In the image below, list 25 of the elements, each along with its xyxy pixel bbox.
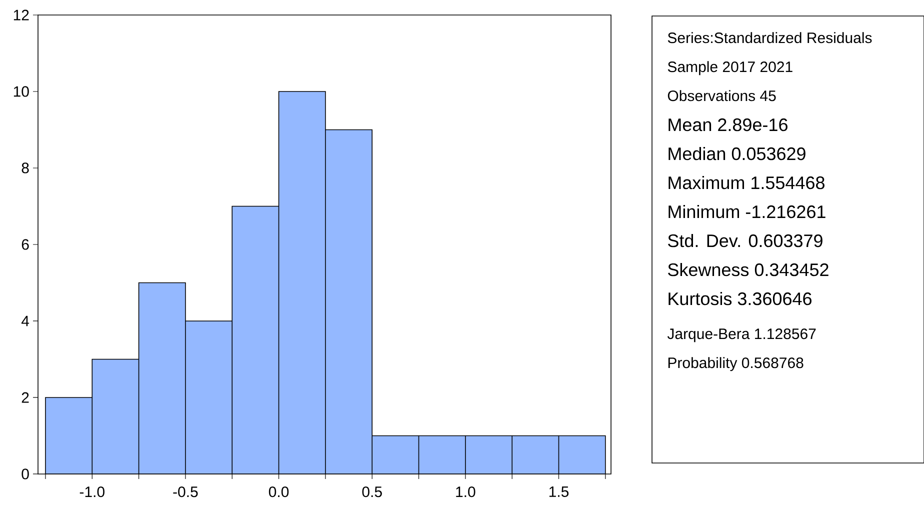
text: Mean 2.89e-16: [668, 118, 788, 132]
y-tick-label: 4: [21, 316, 30, 326]
text: Sample 2017 2021: [668, 61, 792, 76]
text: Probability 0.568768: [668, 357, 804, 372]
y-tick-label: 6: [22, 239, 29, 250]
y-tick-label: 2: [22, 392, 29, 403]
y-tick-label: 0: [22, 468, 29, 480]
x-tick-label: 0.5: [362, 486, 382, 498]
x-tick-label: 0.0: [268, 486, 289, 498]
x-tick-label: 1.5: [549, 486, 569, 497]
x-tick-label: 1.0: [456, 486, 476, 498]
y-tick-label: 12: [14, 10, 29, 20]
x-tick-label: -1.0: [80, 486, 104, 498]
text: Maximum 1.554468: [668, 176, 824, 190]
text: Std. Dev. 0.603379: [668, 234, 822, 248]
x-tick-label: -0.5: [173, 486, 198, 498]
text: Observations 45: [668, 90, 776, 102]
text: Jarque-Bera 1.128567: [667, 328, 816, 342]
y-tick-label: 8: [22, 162, 29, 174]
text: Minimum -1.216261: [668, 204, 826, 218]
text: Series:Standardized Residuals: [668, 32, 872, 44]
text: Skewness 0.343452: [668, 262, 828, 276]
text: Kurtosis 3.360646: [668, 292, 812, 306]
y-tick-label: 10: [14, 86, 29, 97]
text: Median 0.053629: [668, 146, 806, 160]
